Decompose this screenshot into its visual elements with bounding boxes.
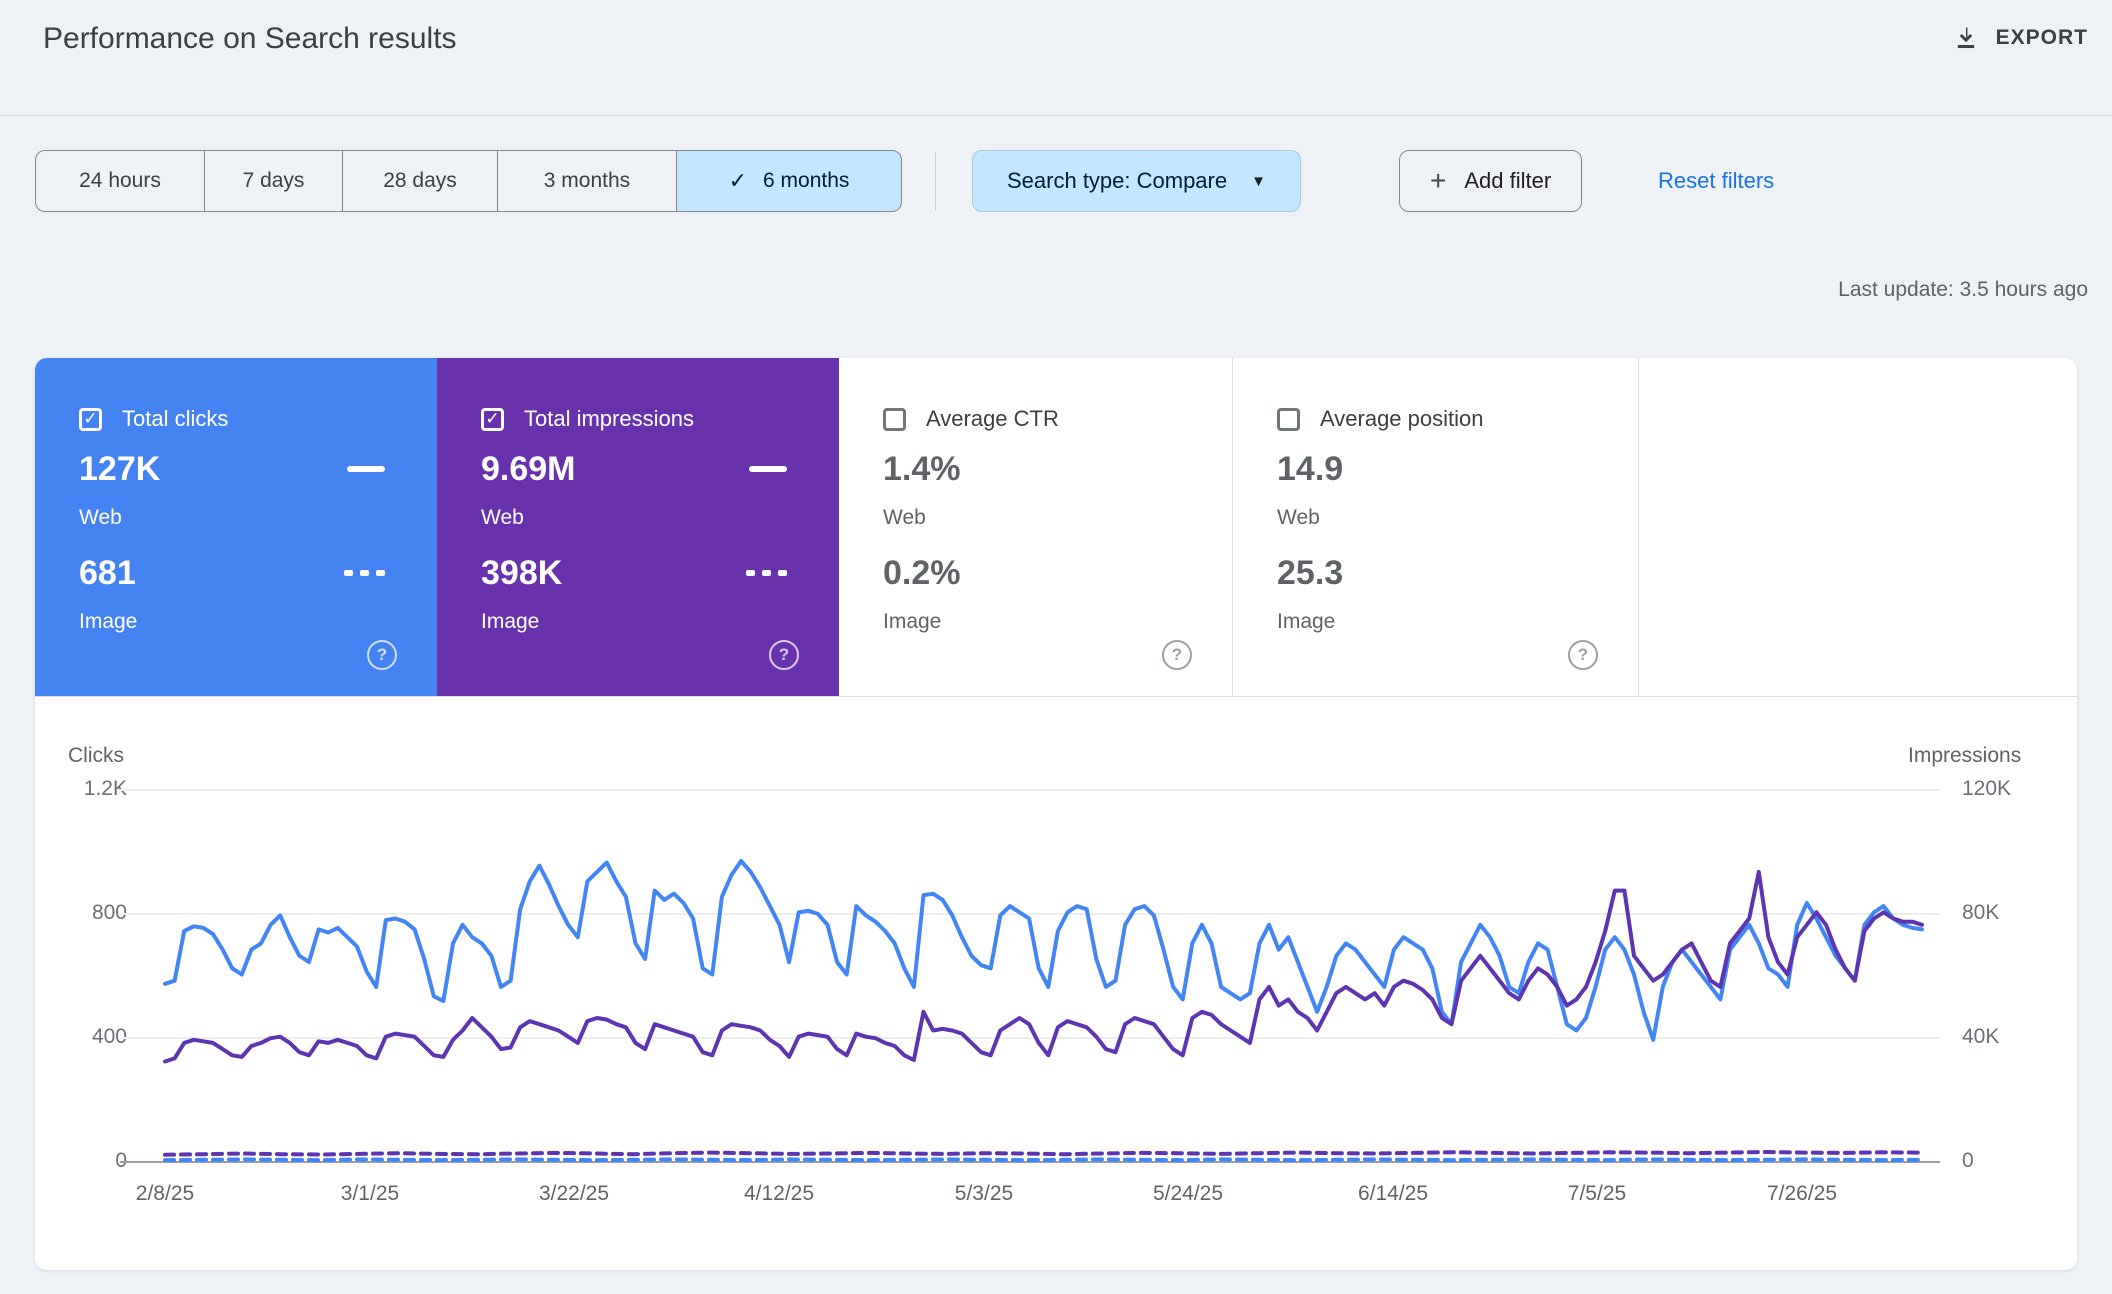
metric-cards-row: ✓ Total clicks 127K Web 681 Image ? ✓ To… (35, 358, 2077, 697)
x-tick-6: 6/14/25 (1357, 1182, 1429, 1205)
metric-sub-web: Web (79, 506, 122, 529)
metric-label: Total impressions (524, 406, 694, 431)
export-button[interactable]: EXPORT (1952, 24, 2088, 52)
checkmark-icon: ✓ (728, 168, 748, 193)
chip-separator (935, 152, 936, 210)
metric-sub-web: Web (883, 506, 926, 529)
header-divider (0, 115, 2112, 116)
search-type-chip[interactable]: Search type: Compare ▼ (972, 150, 1301, 212)
right-tick-120k: 120K (1962, 777, 2012, 800)
x-tick-3: 4/12/25 (743, 1182, 815, 1205)
help-icon[interactable]: ? (1568, 640, 1598, 670)
series-web-clicks (163, 859, 1924, 1042)
chip-6-months-label: 6 months (763, 169, 850, 192)
help-icon[interactable]: ? (769, 640, 799, 670)
chip-7-days[interactable]: 7 days (204, 150, 342, 212)
chip-3-months[interactable]: 3 months (497, 150, 676, 212)
gridline-mid1 (120, 913, 1940, 915)
right-tick-80k: 80K (1962, 901, 2000, 924)
metric-sub-web: Web (481, 506, 524, 529)
date-range-chip-group: 24 hours 7 days 28 days 3 months ✓ 6 mon… (35, 150, 902, 212)
x-tick-2: 3/22/25 (538, 1182, 610, 1205)
left-axis-title: Clicks (68, 744, 124, 767)
metric-label: Average position (1320, 406, 1484, 431)
x-tick-4: 5/3/25 (954, 1182, 1014, 1205)
chip-24-hours[interactable]: 24 hours (35, 150, 204, 212)
solid-line-legend (749, 466, 787, 472)
performance-panel: ✓ Total clicks 127K Web 681 Image ? ✓ To… (35, 358, 2077, 1270)
left-tick-800: 800 (91, 901, 127, 924)
help-icon[interactable]: ? (367, 640, 397, 670)
left-tick-0: 0 (55, 1149, 127, 1173)
page-title: Performance on Search results (43, 22, 457, 55)
series-image-clicks (163, 1157, 1924, 1163)
metric-value-image: 681 (79, 554, 136, 592)
chip-6-months[interactable]: ✓ 6 months (676, 150, 902, 212)
chevron-down-icon: ▼ (1251, 172, 1266, 190)
checkbox-unchecked-icon[interactable] (883, 407, 906, 431)
x-tick-5: 5/24/25 (1152, 1182, 1224, 1205)
metric-value-web: 127K (79, 450, 161, 488)
gridline-top (120, 789, 1940, 791)
add-filter-label: Add filter (1464, 168, 1552, 193)
solid-line-legend (347, 466, 385, 472)
metric-label: Average CTR (926, 406, 1059, 431)
checkbox-unchecked-icon[interactable] (1277, 407, 1300, 431)
performance-line-chart (163, 859, 1924, 1163)
reset-filters-link[interactable]: Reset filters (1658, 168, 1775, 193)
x-tick-7: 7/5/25 (1567, 1182, 1627, 1205)
export-label: EXPORT (1995, 26, 2088, 49)
metric-sub-web: Web (1277, 506, 1320, 529)
metric-value-web: 1.4% (883, 450, 961, 488)
dashed-line-legend (746, 570, 787, 576)
metric-sub-image: Image (481, 610, 540, 633)
right-axis-title: Impressions (1908, 744, 2022, 767)
metric-value-image: 398K (481, 554, 563, 592)
metric-value-web: 9.69M (481, 450, 576, 488)
metric-cards-filler (1639, 358, 2077, 696)
download-icon (1952, 24, 1980, 52)
metric-sub-image: Image (79, 610, 138, 633)
checkbox-checked-icon[interactable]: ✓ (481, 407, 504, 431)
chip-28-days[interactable]: 28 days (342, 150, 497, 212)
metric-card-average-position[interactable]: Average position 14.9 Web 25.3 Image ? (1233, 358, 1639, 696)
metric-label: Total clicks (122, 406, 229, 431)
metric-value-image: 25.3 (1277, 554, 1344, 592)
metric-value-image: 0.2% (883, 554, 961, 592)
plus-icon: + (1430, 165, 1447, 196)
add-filter-button[interactable]: + Add filter (1399, 150, 1583, 212)
x-tick-0: 2/8/25 (135, 1182, 195, 1205)
x-tick-8: 7/26/25 (1766, 1182, 1838, 1205)
last-update-text: Last update: 3.5 hours ago (1838, 278, 2088, 301)
right-tick-0: 0 (1962, 1149, 1974, 1172)
metric-card-total-clicks[interactable]: ✓ Total clicks 127K Web 681 Image ? (35, 358, 437, 696)
left-tick-400: 400 (91, 1025, 127, 1048)
help-icon[interactable]: ? (1162, 640, 1192, 670)
dashed-line-legend (344, 570, 385, 576)
metric-sub-image: Image (883, 610, 942, 633)
x-tick-1: 3/1/25 (340, 1182, 400, 1205)
search-type-label: Search type: Compare (1007, 168, 1228, 193)
right-tick-40k: 40K (1962, 1025, 2000, 1048)
metric-card-average-ctr[interactable]: Average CTR 1.4% Web 0.2% Image ? (839, 358, 1233, 696)
metric-sub-image: Image (1277, 610, 1336, 633)
checkbox-checked-icon[interactable]: ✓ (79, 407, 102, 431)
metric-value-web: 14.9 (1277, 450, 1344, 488)
gridline-mid2 (120, 1037, 1940, 1039)
left-tick-1200: 1.2K (83, 777, 127, 800)
series-web-impressions (163, 869, 1924, 1064)
series-image-impressions (163, 1150, 1924, 1157)
metric-card-total-impressions[interactable]: ✓ Total impressions 9.69M Web 398K Image… (437, 358, 839, 696)
